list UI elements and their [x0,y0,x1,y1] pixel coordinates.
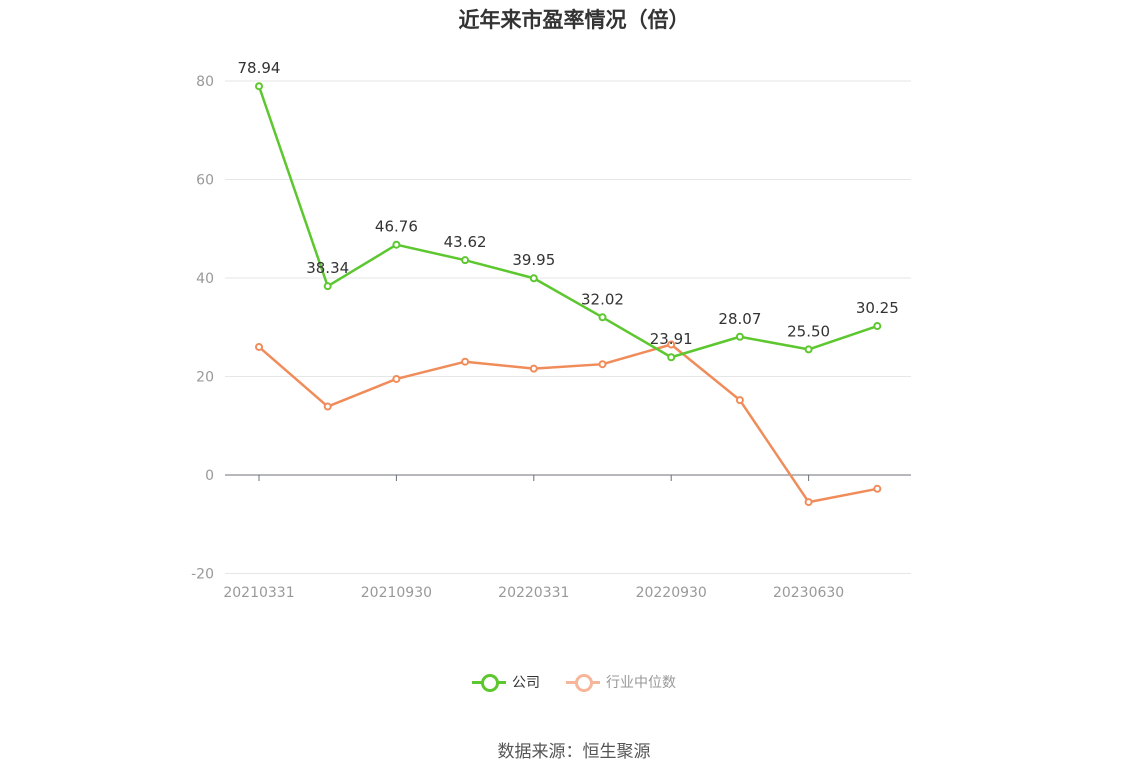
y-tick-label: 80 [196,74,214,90]
chart-title: 近年来市盈率情况（倍） [458,8,690,32]
x-tick-label: 20210930 [361,585,432,601]
point-company [598,313,607,322]
legend: 公司 行业中位数 [0,672,1148,692]
point-company [323,282,332,291]
point-industry [735,396,744,405]
legend-label-industry: 行业中位数 [606,675,676,691]
x-tick-label: 20210331 [223,585,294,601]
point-industry [667,340,676,349]
point-industry [392,374,401,383]
series-line-industry [258,343,878,504]
x-axis: 20210331 20210930 20220331 20220930 20230630 [223,474,911,601]
x-tick-label: 20220331 [498,585,569,601]
point-company [873,322,882,331]
data-source: 数据来源：恒生聚源 [497,742,651,762]
y-axis-tick-labels: -20 0 20 40 60 80 [191,74,214,583]
point-company [735,332,744,341]
point-company [255,82,263,91]
legend-item-company[interactable]: 公司 [472,672,540,692]
point-company [461,256,470,265]
point-company [392,240,401,249]
data-label: 38.34 [306,259,349,277]
data-label: 30.25 [856,299,899,317]
data-label: 78.94 [238,59,281,77]
y-tick-label: 60 [196,173,214,189]
point-industry [461,357,470,366]
data-label: 25.50 [787,322,830,340]
series-line-company [257,85,878,359]
point-industry [804,498,813,507]
legend-item-industry[interactable]: 行业中位数 [566,672,676,692]
data-label: 39.95 [512,251,555,269]
series-lines [255,82,882,507]
data-label: 23.91 [650,330,693,348]
y-tick-label: 20 [196,370,214,386]
point-industry [323,402,332,411]
x-tick-label: 20230630 [773,585,844,601]
data-label: 46.76 [375,218,418,236]
point-industry [873,484,882,493]
point-company [529,274,538,283]
data-label: 28.07 [718,310,761,328]
point-industry [529,364,538,373]
x-tick-label: 20220930 [636,585,707,601]
legend-label-company: 公司 [512,675,540,691]
point-company [804,345,813,354]
data-labels: 78.94 38.34 46.76 43.62 39.95 32.02 23.91 28.07… [238,59,899,348]
point-company [667,353,676,362]
point-industry [598,360,607,369]
y-tick-label: 0 [205,468,214,484]
legend-company-icon [472,673,506,692]
legend-industry-icon [566,673,600,692]
y-tick-label: -20 [191,567,214,583]
data-label: 43.62 [444,233,487,251]
point-industry [255,342,263,351]
data-label: 32.02 [581,290,624,308]
y-tick-label: 40 [196,271,214,287]
